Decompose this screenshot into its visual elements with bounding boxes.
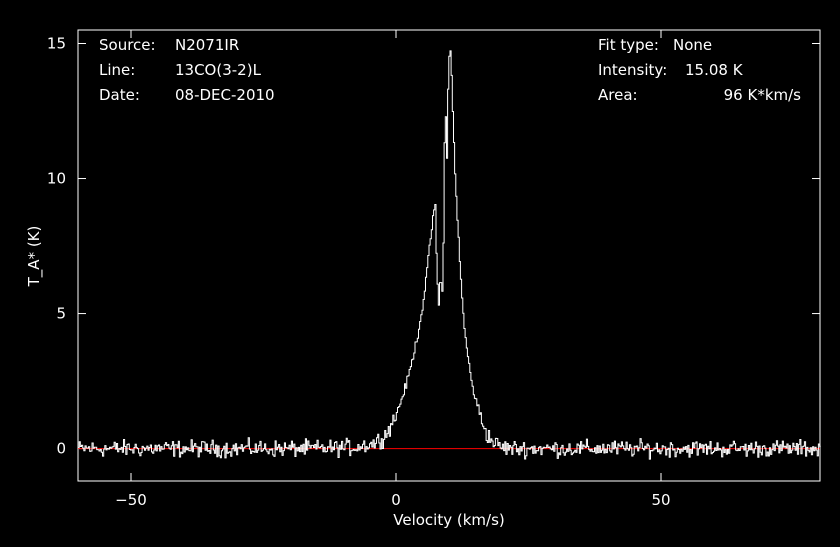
area-value: 96 K*km/s (724, 86, 802, 104)
source-value: N2071IR (175, 36, 239, 54)
y-tick-label: 10 (47, 170, 66, 188)
x-tick-label: 50 (651, 491, 670, 509)
y-tick-label: 5 (56, 305, 66, 323)
plot-frame (77, 29, 821, 482)
y-tick-label: 0 (56, 440, 66, 458)
fit-type-value: None (673, 36, 712, 54)
intensity-label: Intensity: (598, 61, 667, 79)
y-axis-label: T_A* (K) (25, 226, 44, 288)
y-tick-label: 15 (47, 35, 66, 53)
y-ticks: 0 5 10 15 (47, 35, 820, 458)
area-label: Area: (598, 86, 638, 104)
x-axis-label: Velocity (km/s) (393, 511, 504, 529)
x-tick-label: −50 (115, 491, 147, 509)
date-label: Date: (99, 86, 140, 104)
date-value: 08-DEC-2010 (175, 86, 275, 104)
line-label: Line: (99, 61, 135, 79)
x-ticks: −50 0 50 (115, 30, 671, 509)
intensity-value: 15.08 K (685, 61, 744, 79)
x-tick-label: 0 (391, 491, 401, 509)
fit-type-label: Fit type: (598, 36, 659, 54)
source-label: Source: (99, 36, 156, 54)
line-value: 13CO(3-2)L (175, 61, 262, 79)
spectrum-line (78, 50, 821, 460)
